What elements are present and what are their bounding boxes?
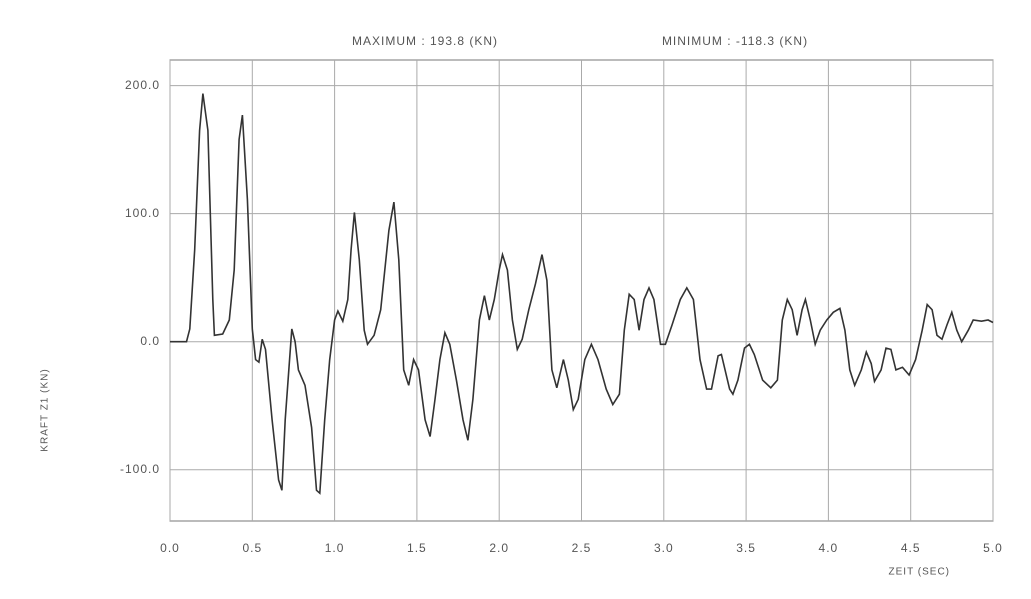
y-tick-label: 0.0: [140, 334, 160, 348]
annotation: MINIMUM : -118.3 (KN): [662, 34, 808, 48]
x-tick-label: 1.5: [407, 541, 427, 555]
x-tick-label: 1.0: [325, 541, 345, 555]
x-tick-label: 2.5: [572, 541, 592, 555]
x-tick-label: 3.5: [736, 541, 756, 555]
annotation: MAXIMUM : 193.8 (KN): [352, 34, 498, 48]
x-tick-label: 0.0: [160, 541, 180, 555]
x-tick-label: 3.0: [654, 541, 674, 555]
x-tick-label: 2.0: [489, 541, 509, 555]
y-tick-label: 200.0: [125, 78, 160, 92]
data-line: [170, 93, 994, 495]
y-tick-label: -100.0: [120, 462, 160, 476]
x-tick-label: 4.0: [819, 541, 839, 555]
x-tick-label: 0.5: [242, 541, 262, 555]
y-axis-label: KRAFT Z1 (KN): [40, 368, 51, 451]
x-axis-label: ZEIT (SEC): [889, 567, 950, 578]
x-tick-label: 5.0: [983, 541, 1003, 555]
x-tick-label: 4.5: [901, 541, 921, 555]
y-tick-label: 100.0: [125, 206, 160, 220]
